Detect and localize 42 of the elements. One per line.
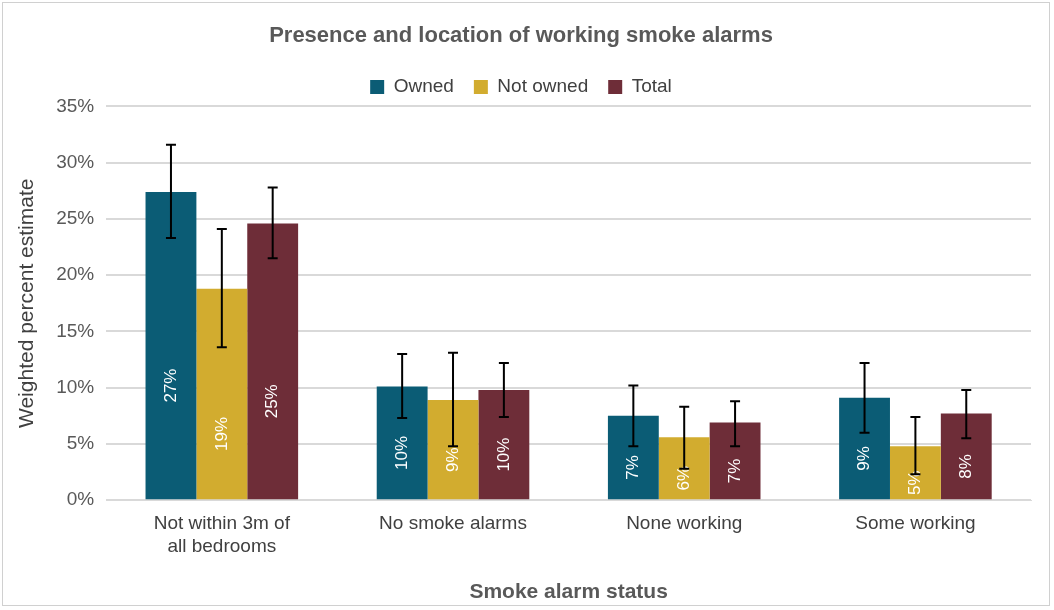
y-tick-label: 5% [66,432,95,454]
legend-label: Owned [393,75,454,97]
bar [940,413,992,500]
y-tick-label: 25% [56,207,95,229]
x-tick-label: Some working [855,511,976,533]
data-label: 5% [905,470,925,495]
y-tick-label: 20% [56,263,95,285]
data-label: 19% [211,416,231,451]
bar [607,415,659,500]
y-tick-label: 35% [56,94,95,116]
data-label: 27% [160,368,180,403]
bar [839,397,890,500]
data-label: 8% [955,454,975,479]
bar [247,223,299,500]
data-label: 10% [391,435,411,470]
y-axis-title: Weighted percent estimate [14,178,38,429]
bar [478,389,530,500]
y-tick-label: 15% [56,319,95,341]
y-tick-label: 0% [66,488,95,510]
data-label: 7% [724,458,744,484]
data-label: 9% [854,446,874,471]
bar [376,386,428,500]
data-label: 9% [442,447,462,472]
y-tick-label: 10% [56,375,95,397]
x-tick-label: None working [626,511,743,533]
bar [145,191,197,500]
data-label: 25% [262,384,282,419]
data-label: 7% [623,455,643,480]
bar [658,437,710,500]
x-axis-title: Smoke alarm status [469,579,668,603]
x-tick-label: Not within 3m of all bedrooms [153,511,291,556]
bar [196,288,248,500]
legend-label: Total [631,75,672,97]
bar [427,400,479,500]
data-label: 6% [673,465,693,491]
y-tick-label: 30% [56,150,95,172]
chart-title: Presence and location of working smoke alarms [269,22,773,48]
bar [889,446,941,500]
bar [709,422,761,500]
legend-label: Not owned [497,75,589,97]
data-label: 10% [493,437,513,472]
x-tick-label: No smoke alarms [379,511,527,533]
